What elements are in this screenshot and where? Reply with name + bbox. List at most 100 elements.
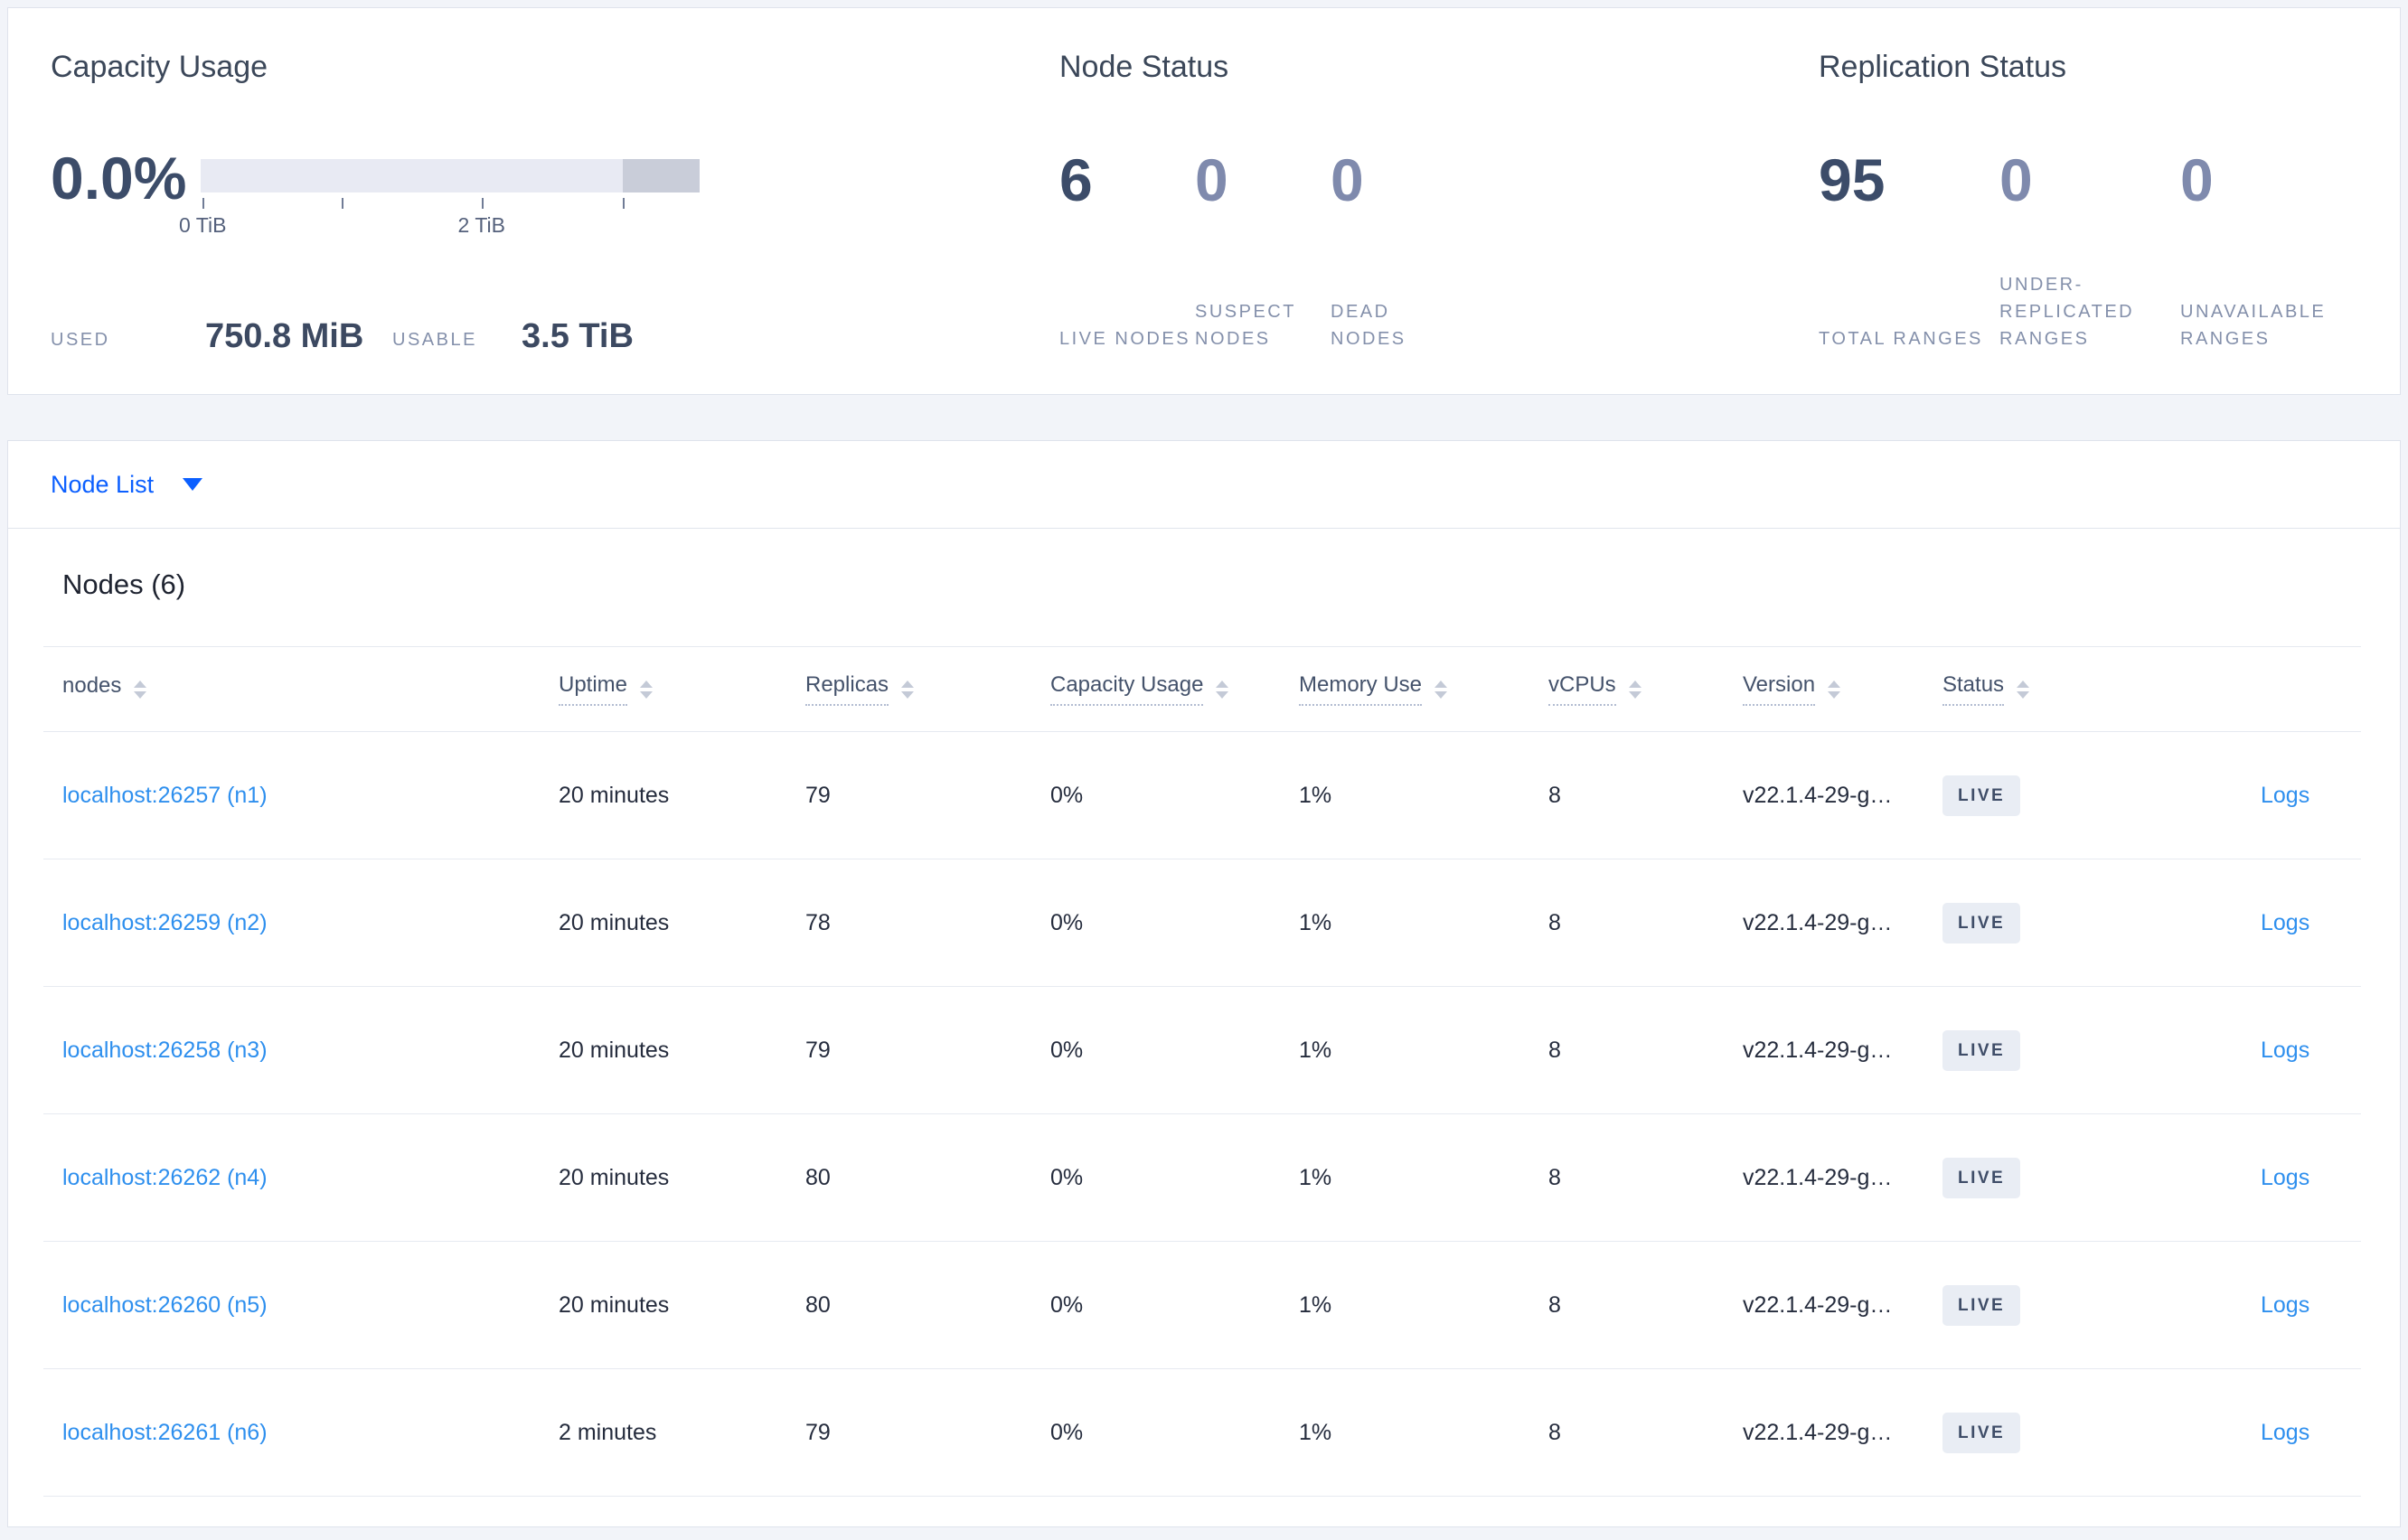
status-badge: LIVE <box>1942 1157 2021 1198</box>
replication-status-stats: 95 TOTAL RANGES 0 UNDER-REPLICATED RANGE… <box>1819 150 2361 356</box>
sort-icon[interactable] <box>640 680 654 699</box>
node-link[interactable]: localhost:26258 (n3) <box>62 1037 268 1063</box>
cell-uptime: 20 minutes <box>559 1037 670 1063</box>
logs-link[interactable]: Logs <box>2261 1419 2310 1445</box>
table-body: localhost:26257 (n1) 20 minutes 79 0% 1%… <box>43 732 2361 1497</box>
table-row: localhost:26261 (n6) 2 minutes 79 0% 1% … <box>43 1369 2361 1497</box>
column-header[interactable]: Status <box>1942 672 2261 706</box>
cell-uptime: 20 minutes <box>559 1164 670 1190</box>
cell-version: v22.1.4-29-g… <box>1743 909 1893 935</box>
cell-memory-use: 1% <box>1299 1037 1332 1063</box>
node-link[interactable]: localhost:26260 (n5) <box>62 1291 268 1318</box>
axis-tick-label: 2 TiB <box>457 213 505 237</box>
stat-value: 0 <box>1331 146 1364 213</box>
view-selector-label: Node List <box>51 470 155 498</box>
cell-replicas: 80 <box>805 1291 831 1318</box>
cell-vcpus: 8 <box>1548 909 1561 935</box>
capacity-usage-panel: Capacity Usage 0.0% 0 TiB 2 TiB USED 750.… <box>51 50 955 356</box>
cell-capacity-usage: 0% <box>1050 1037 1084 1063</box>
column-header[interactable]: Capacity Usage <box>1050 672 1299 706</box>
capacity-bar-dark-segment <box>622 159 700 192</box>
cell-memory-use: 1% <box>1299 909 1332 935</box>
status-badge: LIVE <box>1942 775 2021 816</box>
column-header-label: Version <box>1743 672 1816 706</box>
table-row: localhost:26260 (n5) 20 minutes 80 0% 1%… <box>43 1242 2361 1369</box>
view-selector-bar: Node List <box>8 441 2400 529</box>
node-status-title: Node Status <box>1059 50 1229 84</box>
cell-replicas: 79 <box>805 1419 831 1445</box>
cell-vcpus: 8 <box>1548 782 1561 808</box>
used-label: USED <box>51 330 110 350</box>
status-badge: LIVE <box>1942 1412 2021 1453</box>
logs-link[interactable]: Logs <box>2261 909 2310 935</box>
logs-link[interactable]: Logs <box>2261 1164 2310 1190</box>
stat-value: 0 <box>1999 146 2033 213</box>
logs-link[interactable]: Logs <box>2261 1037 2310 1063</box>
stat-column: 0 DEAD NODES <box>1331 150 1466 356</box>
column-header-label: Replicas <box>805 672 889 706</box>
column-header-label: Capacity Usage <box>1050 672 1204 706</box>
cell-memory-use: 1% <box>1299 1419 1332 1445</box>
sort-icon[interactable] <box>1828 680 1841 699</box>
stat-column: 6 LIVE NODES <box>1059 150 1195 356</box>
sort-icon[interactable] <box>134 680 147 699</box>
sort-icon[interactable] <box>2017 680 2030 699</box>
node-status-panel: Node Status 6 LIVE NODES 0 SUSPECT NODES… <box>1059 50 1638 356</box>
cell-capacity-usage: 0% <box>1050 1164 1084 1190</box>
logs-link[interactable]: Logs <box>2261 782 2310 808</box>
stat-column: 0 SUSPECT NODES <box>1195 150 1331 356</box>
stat-label: UNAVAILABLE RANGES <box>2180 302 2327 349</box>
node-link[interactable]: localhost:26257 (n1) <box>62 782 268 808</box>
cell-memory-use: 1% <box>1299 1164 1332 1190</box>
column-header[interactable]: Uptime <box>559 672 805 706</box>
capacity-used-usable-row: USED 750.8 MiB USABLE 3.5 TiB <box>51 315 955 356</box>
replication-status-panel: Replication Status 95 TOTAL RANGES 0 UND… <box>1819 50 2397 356</box>
stat-value: 0 <box>1195 146 1228 213</box>
cell-uptime: 2 minutes <box>559 1419 657 1445</box>
stat-value: 95 <box>1819 146 1886 213</box>
usable-value: 3.5 TiB <box>522 317 634 355</box>
stat-column: 0 UNDER-REPLICATED RANGES <box>1999 150 2180 356</box>
cell-vcpus: 8 <box>1548 1164 1561 1190</box>
node-list-card: Node List Nodes (6) nodes Uptime Replica… <box>7 440 2401 1527</box>
cell-version: v22.1.4-29-g… <box>1743 1164 1893 1190</box>
stat-label: UNDER-REPLICATED RANGES <box>1999 275 2135 349</box>
view-selector-dropdown[interactable]: Node List <box>51 470 203 499</box>
sort-icon[interactable] <box>1434 680 1448 699</box>
status-badge: LIVE <box>1942 902 2021 944</box>
column-header-label: vCPUs <box>1548 672 1616 706</box>
capacity-percent-value: 0.0% <box>51 145 187 211</box>
sort-icon[interactable] <box>1216 680 1229 699</box>
stat-label: LIVE NODES <box>1059 329 1191 349</box>
capacity-bar <box>201 159 700 192</box>
table-row: localhost:26257 (n1) 20 minutes 79 0% 1%… <box>43 732 2361 859</box>
column-header[interactable]: Replicas <box>805 672 1050 706</box>
cell-replicas: 79 <box>805 1037 831 1063</box>
stat-value: 6 <box>1059 146 1093 213</box>
sort-icon[interactable] <box>1628 680 1641 699</box>
cell-uptime: 20 minutes <box>559 782 670 808</box>
nodes-count-heading: Nodes (6) <box>62 568 186 600</box>
stat-column: 95 TOTAL RANGES <box>1819 150 1999 356</box>
capacity-axis-ticks <box>201 198 700 210</box>
column-header[interactable]: Memory Use <box>1299 672 1548 706</box>
axis-tick <box>481 198 484 209</box>
sort-icon[interactable] <box>901 680 915 699</box>
status-badge: LIVE <box>1942 1029 2021 1071</box>
logs-link[interactable]: Logs <box>2261 1291 2310 1318</box>
axis-tick-label: 0 TiB <box>178 213 227 237</box>
column-header[interactable]: Version <box>1743 672 1942 706</box>
column-header-label: Status <box>1942 672 2005 706</box>
node-link[interactable]: localhost:26259 (n2) <box>62 909 268 935</box>
cell-replicas: 80 <box>805 1164 831 1190</box>
column-header[interactable]: nodes <box>62 673 559 705</box>
cell-version: v22.1.4-29-g… <box>1743 1419 1893 1445</box>
node-link[interactable]: localhost:26261 (n6) <box>62 1419 268 1445</box>
table-row: localhost:26258 (n3) 20 minutes 79 0% 1%… <box>43 987 2361 1114</box>
node-link[interactable]: localhost:26262 (n4) <box>62 1164 268 1190</box>
stat-label: DEAD NODES <box>1331 302 1406 349</box>
stat-label: TOTAL RANGES <box>1819 329 1983 349</box>
capacity-axis-labels: 0 TiB 2 TiB <box>179 213 700 240</box>
column-header[interactable]: vCPUs <box>1548 672 1743 706</box>
cell-uptime: 20 minutes <box>559 1291 670 1318</box>
